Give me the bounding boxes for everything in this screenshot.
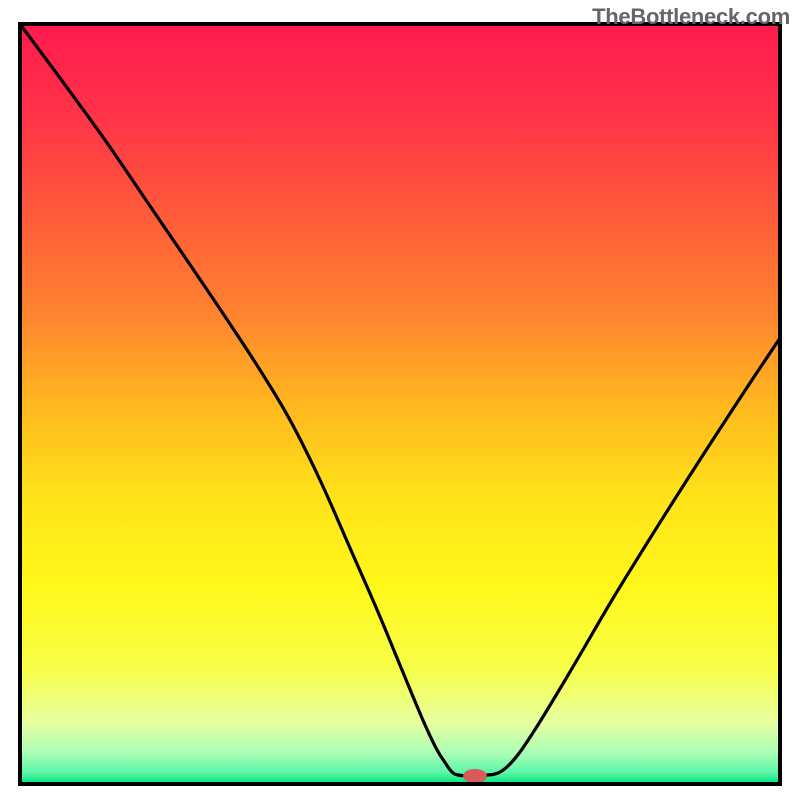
chart-container: TheBottleneck.com <box>0 0 800 800</box>
bottleneck-chart <box>0 0 800 800</box>
watermark-text: TheBottleneck.com <box>592 4 790 30</box>
optimal-marker <box>463 769 487 783</box>
chart-background <box>20 24 780 784</box>
